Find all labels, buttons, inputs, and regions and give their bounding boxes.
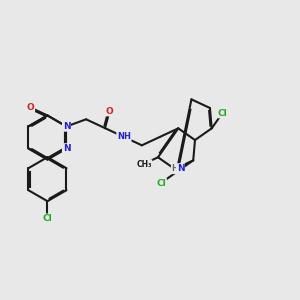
Text: N: N xyxy=(177,164,184,173)
Text: O: O xyxy=(27,103,34,112)
Text: Cl: Cl xyxy=(218,109,228,118)
Text: N: N xyxy=(63,122,70,131)
Text: NH: NH xyxy=(117,133,131,142)
Text: O: O xyxy=(106,107,113,116)
Text: Cl: Cl xyxy=(43,214,52,223)
Text: N: N xyxy=(63,144,70,153)
Text: CH₃: CH₃ xyxy=(136,160,152,169)
Text: Cl: Cl xyxy=(156,178,166,188)
Text: H: H xyxy=(172,164,178,173)
